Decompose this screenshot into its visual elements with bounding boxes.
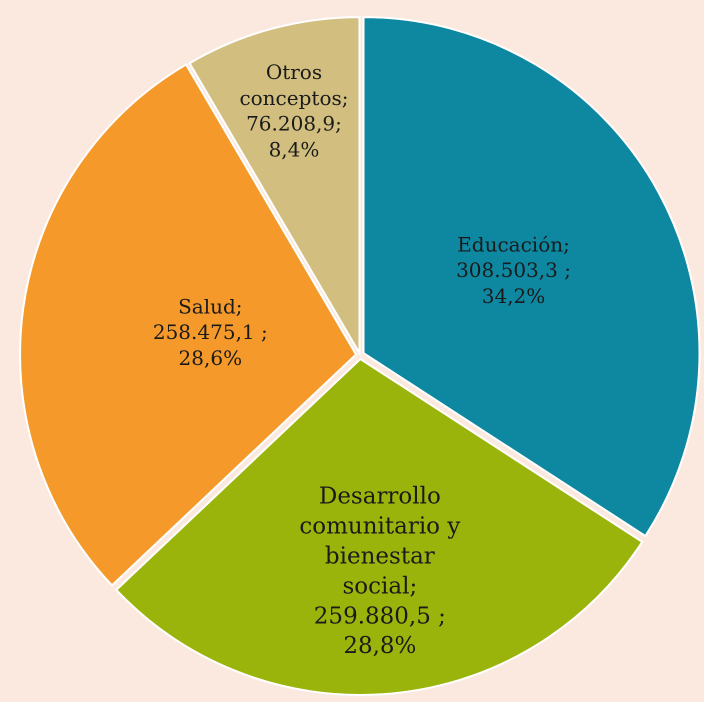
slice-percentage-label: 28,6% (179, 346, 243, 370)
slice-value-label: 259.880,5 ; (314, 603, 446, 629)
slice-percentage-label: 28,8% (343, 633, 416, 659)
slice-category-label: Educación; (457, 232, 570, 256)
slice-percentage-label: 34,2% (482, 284, 546, 308)
slice-percentage-label: 8,4% (269, 137, 320, 161)
slice-value-label: 258.475,1 ; (153, 320, 268, 344)
slice-category-label: Desarrollo comunitario y bienestar social; (299, 484, 460, 600)
pie-slice (114, 357, 644, 696)
slice-category-label: Salud; (178, 294, 242, 318)
slice-category-label: Otros conceptos; (239, 59, 348, 109)
pie-slice (188, 16, 361, 357)
slice-value-label: 76.208,9; (246, 111, 342, 135)
pie-slice (19, 63, 358, 587)
slice-value-label: 308.503,3 ; (456, 258, 571, 282)
pie-slice (362, 16, 701, 538)
